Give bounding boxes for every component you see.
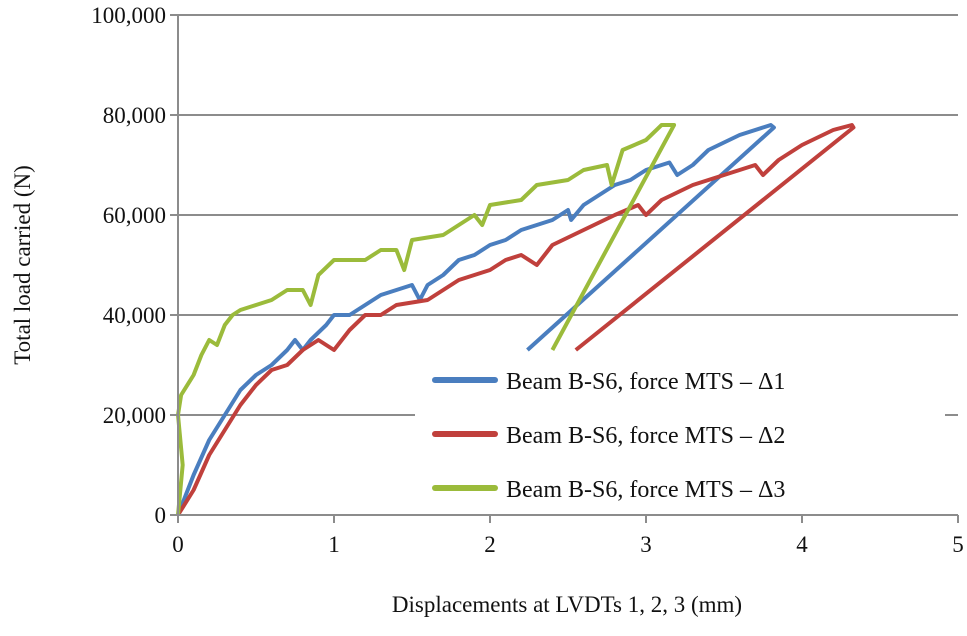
series-line-3 <box>176 123 677 516</box>
x-tick-label: 1 <box>328 532 340 557</box>
x-tick-label: 5 <box>952 532 964 557</box>
y-tick-label: 80,000 <box>103 103 166 128</box>
x-tick-label: 0 <box>172 532 184 557</box>
legend-background <box>415 354 945 506</box>
y-tick-label: 100,000 <box>91 3 166 28</box>
legend: Beam B-S6, force MTS – Δ1 Beam B-S6, forc… <box>415 354 945 506</box>
series-line-2 <box>176 123 856 517</box>
y-axis-title: Total load carried (N) <box>10 165 35 365</box>
y-tick-label: 20,000 <box>103 403 166 428</box>
y-tick-label: 0 <box>155 503 167 528</box>
legend-label-2: Beam B-S6, force MTS – Δ2 <box>506 423 785 449</box>
legend-label-3: Beam B-S6, force MTS – Δ3 <box>506 477 785 503</box>
x-tick-label: 2 <box>484 532 496 557</box>
series-line-1 <box>176 123 776 516</box>
axes <box>170 14 959 523</box>
series-lines <box>176 123 856 517</box>
x-tick-label: 4 <box>796 532 808 557</box>
x-tick-labels: 0 1 2 3 4 5 <box>172 532 964 557</box>
y-tick-label: 60,000 <box>103 203 166 228</box>
x-axis-title: Displacements at LVDTs 1, 2, 3 (mm) <box>392 592 742 617</box>
y-tick-labels: 0 20,000 40,000 60,000 80,000 100,000 <box>91 3 166 528</box>
x-tick-label: 3 <box>640 532 652 557</box>
y-tick-label: 40,000 <box>103 303 166 328</box>
legend-label-1: Beam B-S6, force MTS – Δ1 <box>506 369 785 395</box>
